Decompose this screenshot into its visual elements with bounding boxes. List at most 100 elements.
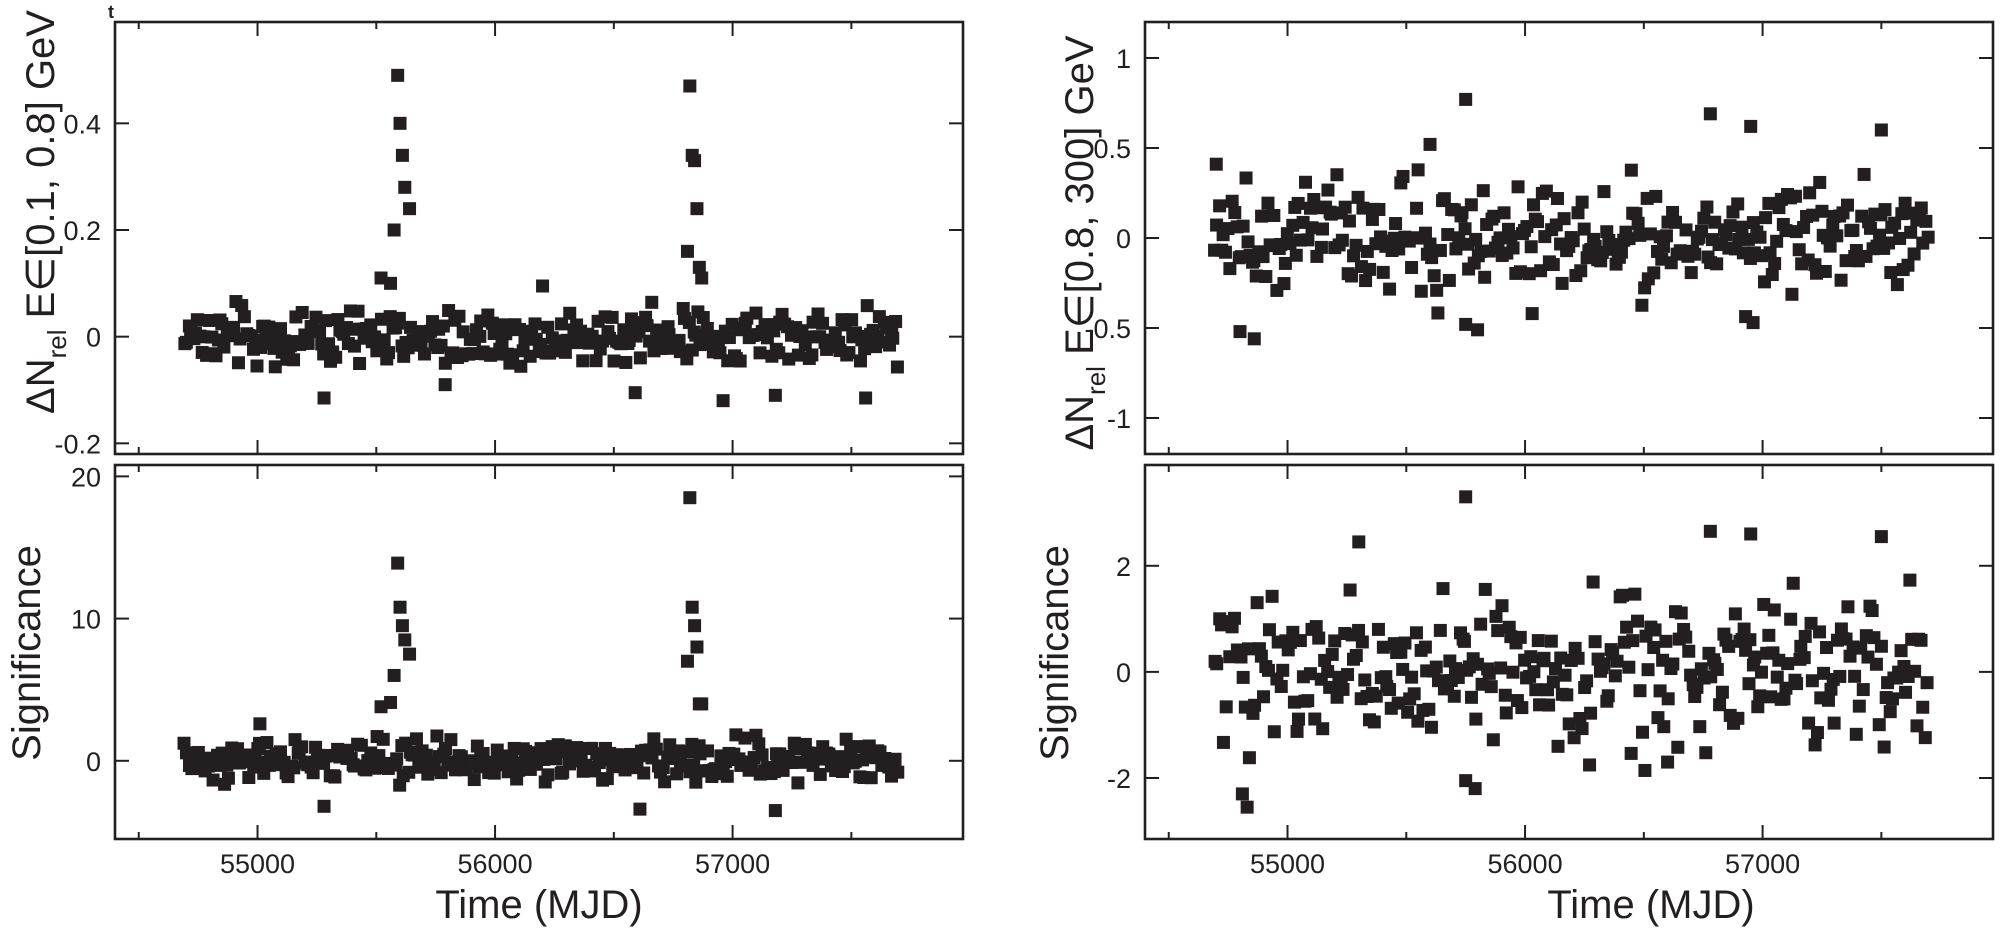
plot-frame	[1143, 463, 1995, 841]
panel-bottom-right: 55000 56000 57000 -2 0 2	[1107, 463, 1995, 879]
data-point	[676, 302, 690, 316]
data-point	[476, 746, 490, 760]
data-point	[287, 761, 301, 775]
xlabel-left: Time (MJD)	[435, 883, 642, 927]
data-point	[1848, 669, 1862, 683]
data-point	[1464, 690, 1478, 704]
data-point	[1301, 233, 1315, 247]
data-point	[1574, 264, 1588, 278]
data-point	[1341, 668, 1355, 682]
data-point	[1349, 649, 1363, 663]
data-point	[313, 324, 327, 338]
data-point	[387, 223, 401, 237]
data-point	[1635, 298, 1649, 312]
data-point	[1513, 630, 1527, 644]
data-point	[1286, 218, 1300, 232]
data-point	[1803, 186, 1817, 200]
data-point	[733, 354, 747, 368]
data-point	[1352, 623, 1366, 637]
data-point	[1874, 123, 1888, 137]
data-point	[1423, 137, 1437, 151]
data-point	[696, 311, 710, 325]
data-point	[1813, 175, 1827, 189]
data-point	[377, 333, 391, 347]
data-point	[1449, 242, 1463, 256]
data-point	[1257, 690, 1271, 704]
data-point	[1442, 273, 1456, 287]
data-point	[1857, 167, 1871, 181]
ylabel-top-right: ΔNrel E∈[0.8, 300] GeV	[1058, 35, 1111, 450]
data-point	[1713, 698, 1727, 712]
data-point	[1886, 692, 1900, 706]
data-point	[1834, 273, 1848, 287]
panel-bottom-left: 55000 56000 57000 0 10 20	[71, 462, 965, 879]
data-point	[1898, 196, 1912, 210]
data-point	[382, 346, 396, 360]
data-point	[1557, 212, 1571, 226]
data-point	[1661, 692, 1675, 706]
data-point	[1356, 201, 1370, 215]
data-point	[1305, 221, 1319, 235]
data-point	[637, 766, 651, 780]
data-point	[1242, 751, 1256, 765]
data-point	[1241, 235, 1255, 249]
data-point	[1531, 215, 1545, 229]
data-point	[1865, 604, 1879, 618]
data-point	[1427, 269, 1441, 283]
data-point	[589, 354, 603, 368]
data-point	[1633, 228, 1647, 242]
data-point	[1920, 676, 1934, 690]
data-point	[889, 314, 903, 328]
data-point	[600, 772, 614, 786]
data-point	[306, 766, 320, 780]
data-point	[576, 354, 590, 368]
data-point	[1744, 119, 1758, 133]
data-point	[1489, 609, 1503, 623]
data-point	[891, 765, 905, 779]
data-point	[1433, 243, 1447, 257]
data-point	[1283, 237, 1297, 251]
data-point	[1571, 206, 1585, 220]
data-point	[1759, 211, 1773, 225]
data-point	[1622, 232, 1636, 246]
data-point	[1349, 238, 1363, 252]
data-point	[1728, 607, 1742, 621]
data-point	[398, 633, 412, 647]
data-point	[473, 329, 487, 343]
data-point	[1703, 524, 1717, 538]
data-point	[720, 769, 734, 783]
data-point	[1531, 634, 1545, 648]
data-point	[1647, 641, 1661, 655]
y-tick-label: 0.2	[63, 216, 101, 246]
data-point	[1213, 199, 1227, 213]
data-point	[1529, 683, 1543, 697]
data-point	[1405, 670, 1419, 684]
data-point	[1484, 680, 1498, 694]
data-point	[752, 737, 766, 751]
data-point	[650, 323, 664, 337]
y-tick-label: 0.5	[1093, 134, 1131, 164]
data-point	[1546, 675, 1560, 689]
data-point	[1482, 666, 1496, 680]
data-point	[1874, 639, 1888, 653]
data-point	[1414, 284, 1428, 298]
data-point	[859, 391, 873, 405]
data-point	[1731, 711, 1745, 725]
data-point	[319, 314, 333, 328]
data-point	[287, 353, 301, 367]
data-point	[384, 276, 398, 290]
data-point	[1768, 257, 1782, 271]
data-point	[1894, 644, 1908, 658]
data-point	[1255, 209, 1269, 223]
data-point	[755, 748, 769, 762]
data-point	[1233, 325, 1247, 339]
y-tick-label: 0	[1116, 658, 1131, 688]
data-point	[505, 752, 519, 766]
data-point	[1841, 600, 1855, 614]
data-point	[1659, 634, 1673, 648]
data-point	[738, 731, 752, 745]
data-point	[775, 307, 789, 321]
data-point	[253, 717, 267, 731]
data-point	[1624, 163, 1638, 177]
ylabel-suffix: E∈[0.1, 0.8] GeV	[19, 10, 63, 330]
